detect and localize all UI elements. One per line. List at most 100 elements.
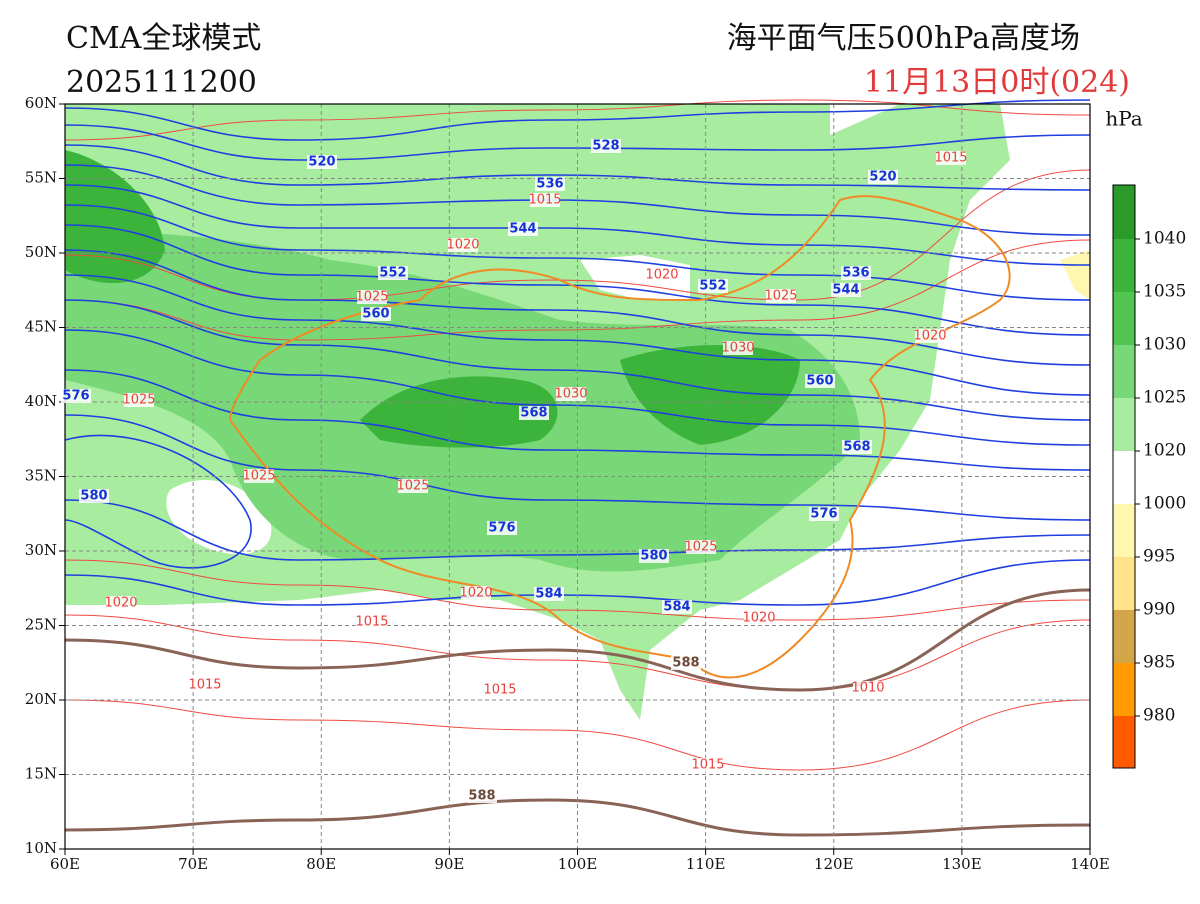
height-contour bbox=[64, 329, 1091, 446]
lon-label: 60E bbox=[50, 855, 80, 873]
height-label: 536 bbox=[842, 266, 869, 281]
colorbar-label: 990 bbox=[1143, 600, 1175, 620]
label-bg bbox=[805, 374, 835, 388]
isobar bbox=[64, 614, 1091, 691]
pressure-label: 1020 bbox=[459, 586, 492, 601]
height-label: 544 bbox=[832, 283, 859, 298]
pressure-label: 1015 bbox=[934, 151, 967, 166]
colorbar-segment bbox=[1113, 292, 1135, 345]
colorbar-segment bbox=[1113, 610, 1135, 663]
label-bg bbox=[831, 283, 861, 297]
height-label: 576 bbox=[62, 389, 89, 404]
lat-label: 25N bbox=[25, 616, 57, 634]
lat-label: 50N bbox=[25, 243, 57, 261]
pressure-label: 1010 bbox=[851, 681, 884, 696]
label-bg bbox=[190, 678, 220, 692]
lat-label: 35N bbox=[25, 467, 57, 485]
valid-time: 11月13日0时(024) bbox=[864, 65, 1130, 100]
label-bg bbox=[686, 540, 716, 554]
height-label: 520 bbox=[869, 170, 896, 185]
height-label: 528 bbox=[592, 139, 619, 154]
low-pressure-1000 bbox=[1060, 250, 1090, 300]
lon-label: 80E bbox=[306, 855, 336, 873]
label-bg bbox=[809, 507, 839, 521]
lat-label: 45N bbox=[25, 318, 57, 336]
pressure-label: 1025 bbox=[764, 289, 797, 304]
label-bg bbox=[841, 266, 871, 280]
label-bg bbox=[535, 177, 565, 191]
height-label: 560 bbox=[362, 307, 389, 322]
lon-label: 70E bbox=[178, 855, 208, 873]
colorbar-label: 980 bbox=[1143, 706, 1175, 726]
label-bg bbox=[508, 222, 538, 236]
height-label: 560 bbox=[806, 374, 833, 389]
isobar bbox=[64, 239, 1091, 341]
label-bg bbox=[639, 549, 669, 563]
label-bg bbox=[936, 151, 966, 165]
height-contour bbox=[64, 144, 1091, 191]
low-area bbox=[580, 255, 690, 300]
ridge-label: 588 bbox=[468, 789, 495, 804]
label-bg bbox=[556, 387, 586, 401]
height-label: 580 bbox=[640, 549, 667, 564]
label-bg bbox=[744, 611, 774, 625]
lat-label: 60N bbox=[25, 94, 57, 112]
isobar bbox=[64, 699, 1091, 771]
lon-label: 90E bbox=[434, 855, 464, 873]
label-bg bbox=[448, 238, 478, 252]
colorbar-segment bbox=[1113, 504, 1135, 557]
height-label: 552 bbox=[699, 279, 726, 294]
height-contour bbox=[64, 274, 1091, 396]
height-label: 576 bbox=[810, 507, 837, 522]
pressure-label: 1025 bbox=[242, 469, 275, 484]
lon-label: 110E bbox=[686, 855, 726, 873]
label-bg bbox=[244, 469, 274, 483]
label-bg bbox=[487, 521, 517, 535]
lat-label: 15N bbox=[25, 765, 57, 783]
pressure-label: 1025 bbox=[684, 540, 717, 555]
height-contour bbox=[64, 299, 1091, 421]
pressure-label: 1015 bbox=[528, 193, 561, 208]
china-border bbox=[229, 195, 1011, 679]
colorbar-segment bbox=[1113, 398, 1135, 451]
label-bg bbox=[693, 758, 723, 772]
isobar bbox=[64, 559, 1091, 621]
pressure-label: 1025 bbox=[355, 290, 388, 305]
pressure-label: 1025 bbox=[396, 479, 429, 494]
label-bg bbox=[647, 268, 677, 282]
height-contour bbox=[64, 434, 252, 569]
label-bg bbox=[378, 266, 408, 280]
height-label: 584 bbox=[663, 600, 690, 615]
lat-label: 55N bbox=[25, 169, 57, 187]
height-label: 544 bbox=[509, 222, 536, 237]
height-contour bbox=[64, 224, 1091, 336]
height-contour bbox=[64, 369, 1091, 471]
colorbar-frame bbox=[1112, 184, 1136, 769]
label-bg bbox=[61, 389, 91, 403]
label-bg bbox=[662, 600, 692, 614]
label-bg bbox=[467, 789, 497, 803]
pressure-label: 1020 bbox=[645, 268, 678, 283]
colorbar-segment bbox=[1113, 345, 1135, 398]
height-label: 568 bbox=[843, 440, 870, 455]
colorbar-label: 1040 bbox=[1143, 229, 1186, 249]
label-bg bbox=[357, 615, 387, 629]
lon-label: 100E bbox=[558, 855, 598, 873]
height-label: 568 bbox=[520, 406, 547, 421]
colorbar-label: 985 bbox=[1143, 653, 1175, 673]
model-title: CMA全球模式 bbox=[66, 21, 261, 56]
high-pressure-1030 bbox=[65, 150, 165, 284]
colorbar-label: 995 bbox=[1143, 547, 1175, 567]
label-bg bbox=[915, 329, 945, 343]
colorbar-label: 1035 bbox=[1143, 282, 1186, 302]
colorbar-segment bbox=[1113, 716, 1135, 768]
height-label: 576 bbox=[488, 521, 515, 536]
colorbar-label: 1030 bbox=[1143, 335, 1186, 355]
pressure-label: 1020 bbox=[446, 238, 479, 253]
pressure-label: 1020 bbox=[104, 596, 137, 611]
colorbar: hPa 1040 1035 1030 1025 1020 1000 995 990 985 980 bbox=[1105, 107, 1186, 769]
lon-label: 140E bbox=[1070, 855, 1110, 873]
pressure-label: 1015 bbox=[188, 678, 221, 693]
height-label: 536 bbox=[536, 177, 563, 192]
label-bg bbox=[853, 681, 883, 695]
